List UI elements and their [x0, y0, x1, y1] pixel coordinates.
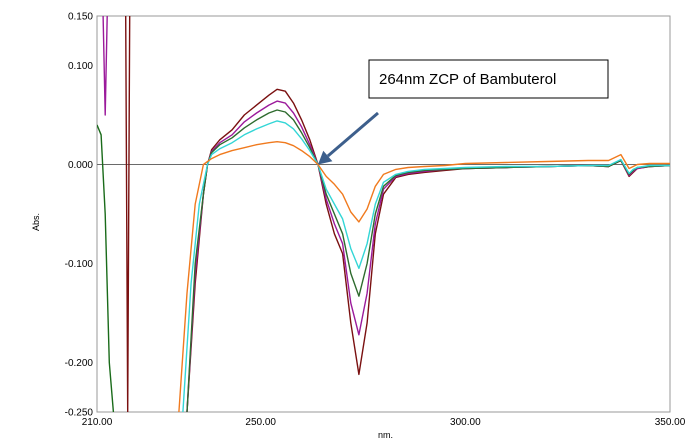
series-line-7 [102, 16, 108, 116]
series-line-4 [182, 120, 670, 412]
series-line-5 [178, 140, 670, 412]
series-line-3 [186, 109, 670, 412]
x-tick-label: 350.00 [655, 417, 686, 428]
annotation-arrow [326, 111, 379, 158]
annotation-box [368, 59, 609, 99]
series-line-2 [186, 100, 670, 412]
series-line-6 [97, 124, 115, 412]
x-axis-label: nm. [378, 430, 393, 440]
x-tick-label: 300.00 [450, 417, 481, 428]
y-tick-label: -0.100 [65, 259, 94, 270]
tick-layer: 210.00 250.00 300.00 350.00 0.150 0.100 0.000 -… [65, 12, 686, 429]
annotation: 264nm ZCP of Bambuterol [318, 59, 609, 165]
plot-frame [96, 15, 671, 413]
series-line-8 [125, 16, 131, 412]
x-tick-label: 210.00 [82, 417, 113, 428]
annotation-text: 264nm ZCP of Bambuterol [379, 71, 556, 88]
series-line-1 [186, 88, 670, 412]
y-tick-label: 0.000 [68, 160, 93, 171]
y-axis-label: Abs. [31, 213, 41, 231]
y-tick-label: 0.150 [68, 12, 93, 23]
y-tick-label: 0.100 [68, 61, 93, 72]
series-layer [97, 16, 670, 412]
y-tick-label: -0.200 [65, 358, 94, 369]
y-tick-label: -0.250 [65, 408, 94, 419]
annotation-arrowhead [318, 150, 333, 165]
x-tick-label: 250.00 [245, 417, 276, 428]
